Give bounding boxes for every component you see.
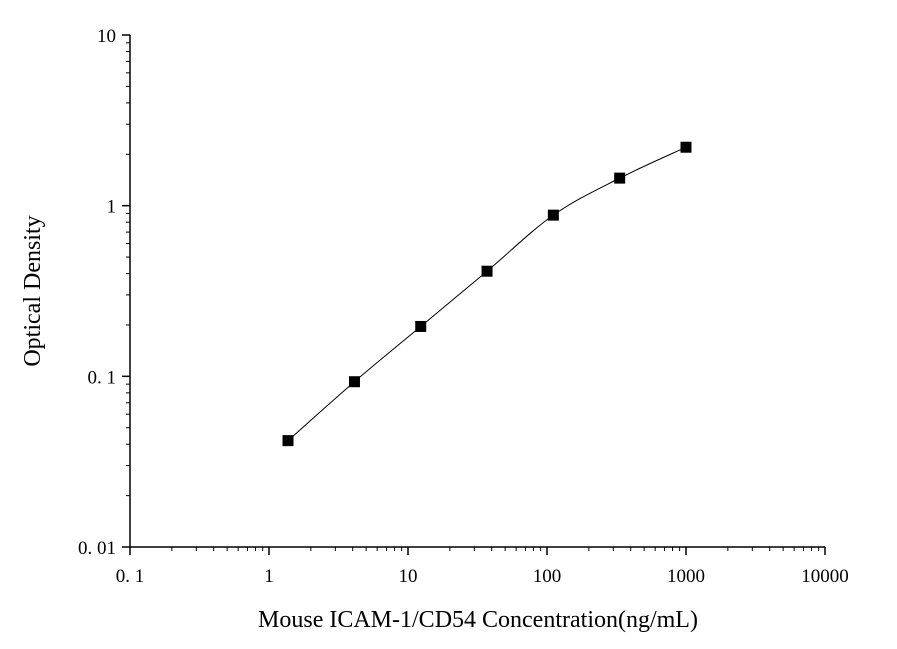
y-axis-title: Optical Density — [20, 215, 46, 366]
data-point — [481, 265, 493, 277]
y-tick-label: 1 — [107, 197, 117, 218]
x-tick-label: 10 — [399, 566, 418, 587]
x-axis-title: Mouse ICAM-1/CD54 Concentration(ng/mL) — [258, 607, 698, 633]
x-tick-label: 1000 — [667, 566, 705, 587]
y-tick-label: 0. 1 — [88, 367, 117, 388]
x-tick-label: 0. 1 — [116, 566, 145, 587]
fit-curve — [287, 146, 687, 442]
y-tick-label: 0. 01 — [78, 538, 116, 559]
x-tick-label: 10000 — [801, 566, 849, 587]
data-points-layer — [282, 141, 692, 447]
data-point — [680, 141, 692, 153]
data-point — [614, 172, 626, 184]
data-point — [415, 320, 427, 332]
data-point — [282, 435, 294, 447]
y-tick-label: 10 — [97, 26, 116, 47]
data-point — [348, 376, 360, 388]
x-tick-label: 100 — [533, 566, 562, 587]
data-point — [547, 209, 559, 221]
fit-curve-layer — [287, 146, 687, 442]
x-tick-label: 1 — [264, 566, 274, 587]
